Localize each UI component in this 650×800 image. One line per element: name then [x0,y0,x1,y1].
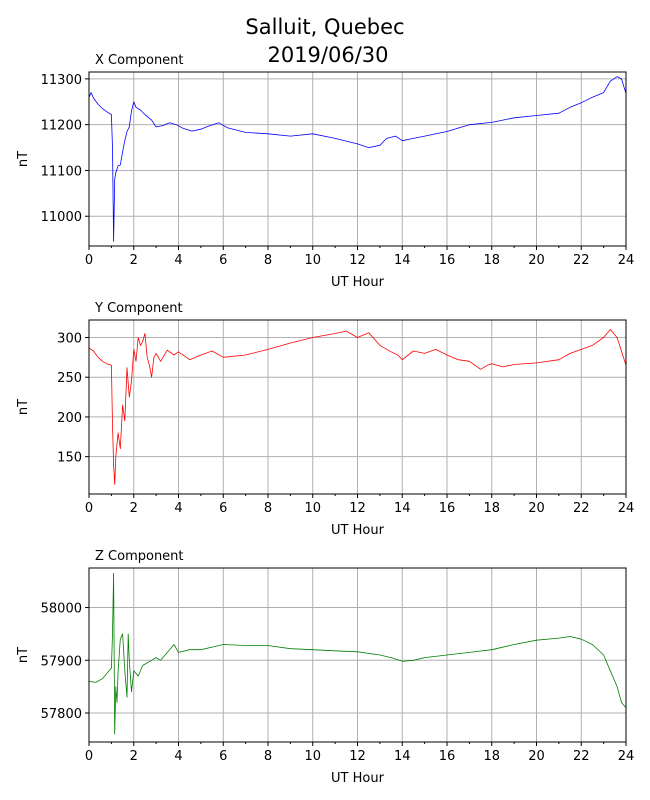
panel-1-x-axis-label: UT Hour [331,275,385,290]
panel-1-x-tick-label: 8 [264,253,272,268]
panel-3-x-tick-label: 12 [349,749,366,764]
chart-panels: 0 2 4 6 8 10 12 14 16 18 20 22 241100011100112001130… [16,53,634,786]
panel-2-x-tick-label: 24 [618,501,635,516]
panel-3-y-axis-label: nT [16,647,31,663]
panel-3-y-tick-label: 57900 [41,654,82,669]
panel-1-y-tick-label: 11300 [41,73,82,88]
panel-3-x-tick-label: 0 [85,749,93,764]
panel-2-series-line [88,329,627,485]
panel-3-series-line [88,572,627,735]
panel-1-y-axis-label: nT [16,151,31,167]
panel-2-x-tick-label: 20 [528,501,545,516]
panel-3-y-tick-label: 57800 [41,707,82,722]
panel-1-x-tick-label: 6 [219,253,227,268]
panel-1-y-tick-label: 11100 [41,164,82,179]
panel-2-y-tick-label: 300 [57,331,82,346]
panel-1-x-tick-label: 4 [174,253,182,268]
panel-2-title: Y Component [94,301,183,316]
panel-2-y-tick-label: 200 [57,411,82,426]
panel-2-y-axis-label: nT [16,399,31,415]
panel-1-x-tick-label: 18 [483,253,500,268]
panel-3-x-tick-label: 2 [130,749,138,764]
panel-2-x-axis-label: UT Hour [331,523,385,538]
panel-2-x-tick-label: 12 [349,501,366,516]
panel-1-x-tick-label: 12 [349,253,366,268]
panel-2-x-tick-label: 8 [264,501,272,516]
panel-1-y-tick-label: 11000 [41,210,82,225]
panel-1-x-tick-label: 10 [304,253,321,268]
panel-2-x-tick-label: 16 [439,501,456,516]
panel-1-x-tick-label: 14 [394,253,411,268]
panel-1-x-tick-label: 24 [618,253,635,268]
panel-3-x-tick-label: 16 [439,749,456,764]
panel-3-x-tick-label: 22 [573,749,590,764]
panel-3-x-tick-label: 14 [394,749,411,764]
panel-3-x-axis-label: UT Hour [331,771,385,786]
panel-2-x-tick-label: 22 [573,501,590,516]
panel-2-x-tick-label: 0 [85,501,93,516]
panel-1-x-tick-label: 16 [439,253,456,268]
panel-1-x-tick-label: 20 [528,253,545,268]
figure-title-line1: Salluit, Quebec [245,15,404,39]
panel-1-series-line [88,76,627,242]
panel-2-x-tick-label: 4 [174,501,182,516]
panel-1-x-tick-label: 0 [85,253,93,268]
figure-title-line2: 2019/06/30 [267,43,388,67]
panel-3-x-tick-label: 4 [174,749,182,764]
panel-1-x-tick-label: 2 [130,253,138,268]
panel-2-x-tick-label: 14 [394,501,411,516]
panel-3-y-tick-label: 58000 [41,602,82,617]
panel-1-title: X Component [95,53,184,68]
panel-3-x-tick-label: 6 [219,749,227,764]
panel-2-x-tick-label: 18 [483,501,500,516]
panel-2-y-tick-label: 250 [57,371,82,386]
panel-2-y-tick-label: 150 [57,451,82,466]
panel-2-x-tick-label: 6 [219,501,227,516]
panel-3-x-tick-label: 8 [264,749,272,764]
panel-1-y-tick-label: 11200 [41,119,82,134]
panel-3-x-tick-label: 20 [528,749,545,764]
panel-2-x-tick-label: 10 [304,501,321,516]
panel-1-x-tick-label: 22 [573,253,590,268]
panel-3-title: Z Component [95,549,184,564]
panel-3-x-tick-label: 10 [304,749,321,764]
panel-3-x-tick-label: 18 [483,749,500,764]
panel-2-x-tick-label: 2 [130,501,138,516]
panel-1: 0 2 4 6 8 10 12 14 16 18 20 22 241100011100112001130… [16,53,634,290]
panel-3-x-tick-label: 24 [618,749,635,764]
